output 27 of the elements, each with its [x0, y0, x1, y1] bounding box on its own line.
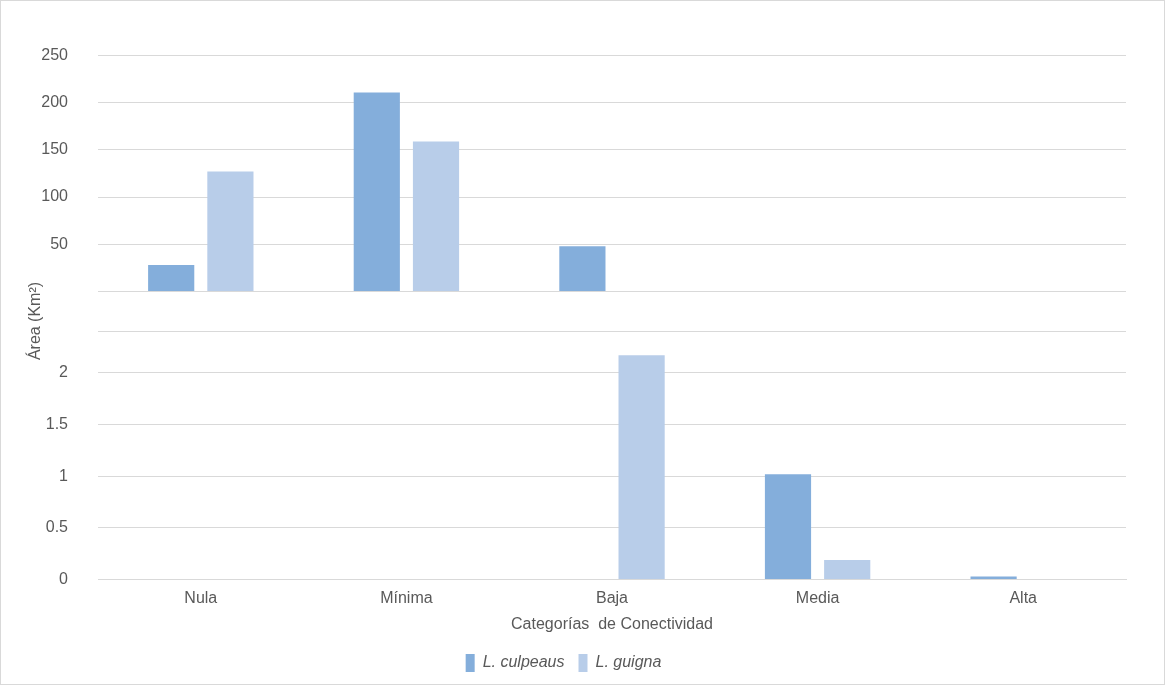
y-tick-label: 250 — [41, 46, 69, 64]
y-tick-label: 50 — [50, 234, 69, 252]
x-tick-label: Mínima — [380, 588, 433, 606]
x-tick-label: Baja — [595, 588, 629, 606]
bar — [764, 474, 812, 580]
y-tick-label: 1 — [59, 466, 69, 484]
x-tick-label: Media — [795, 588, 840, 606]
bar — [353, 92, 400, 291]
y-tick-label: 100 — [41, 187, 69, 205]
y-tick-label: 1.5 — [45, 415, 69, 433]
legend-label: L. culpeaus — [482, 653, 565, 671]
bar — [618, 355, 665, 580]
y-axis-title: Área (Km²) — [26, 281, 44, 361]
x-tick-label: Nula — [184, 588, 218, 606]
bar — [824, 559, 871, 580]
y-tick-label: 200 — [41, 93, 69, 111]
bar — [559, 246, 606, 291]
bar — [412, 141, 460, 291]
x-axis-title: Categorías de Conectividad — [511, 614, 713, 632]
bar — [207, 171, 254, 291]
y-tick-label: 150 — [41, 140, 69, 158]
x-tick-label: Alta — [1009, 588, 1038, 606]
bar — [148, 264, 195, 291]
legend-label: L. guigna — [595, 653, 662, 671]
y-tick-label: 0 — [59, 570, 69, 588]
y-tick-label: 0.5 — [45, 518, 69, 536]
y-tick-label: 2 — [59, 363, 69, 381]
